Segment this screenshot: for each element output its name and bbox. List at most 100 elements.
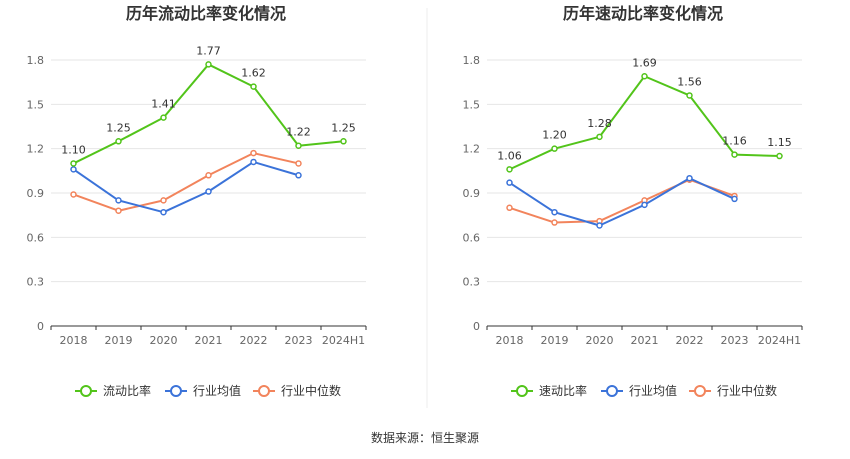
data-point xyxy=(641,73,648,80)
data-point xyxy=(551,145,558,152)
data-point xyxy=(160,114,167,121)
data-label: 1.41 xyxy=(151,98,176,111)
data-point xyxy=(205,172,212,179)
data-point xyxy=(731,151,738,158)
legend-swatch-marker xyxy=(170,385,182,397)
data-point xyxy=(250,158,257,166)
data-label: 1.10 xyxy=(61,143,86,156)
legend-label: 行业中位数 xyxy=(281,383,341,398)
data-point xyxy=(250,83,257,90)
data-point xyxy=(686,92,693,99)
series-line xyxy=(72,160,299,214)
data-label: 1.16 xyxy=(722,135,747,148)
data-point xyxy=(115,207,122,214)
legend-swatch-marker xyxy=(258,385,270,397)
data-point xyxy=(551,208,558,216)
data-point xyxy=(776,152,783,160)
y-tick-label: 1.8 xyxy=(27,54,45,67)
legend-label: 行业均值 xyxy=(193,383,241,398)
data-point xyxy=(506,179,513,186)
data-point xyxy=(641,201,648,209)
data-point xyxy=(686,174,693,182)
data-point xyxy=(506,204,513,212)
data-label: 1.22 xyxy=(286,126,311,139)
data-point xyxy=(596,222,603,229)
data-label: 1.25 xyxy=(331,121,356,134)
data-point xyxy=(551,219,558,226)
data-point xyxy=(340,138,347,145)
y-tick-label: 0.9 xyxy=(27,187,45,200)
x-tick-label: 2018 xyxy=(496,334,524,347)
legend-swatch-marker xyxy=(606,385,618,397)
y-tick-label: 1.2 xyxy=(463,143,481,156)
y-tick-label: 1.5 xyxy=(27,98,45,111)
y-tick-label: 1.8 xyxy=(463,54,481,67)
legend-label: 行业均值 xyxy=(629,383,677,398)
y-tick-label: 1.2 xyxy=(27,143,45,156)
y-tick-label: 0.3 xyxy=(27,276,45,289)
data-label: 1.56 xyxy=(677,75,702,88)
series-line xyxy=(509,75,780,171)
data-point xyxy=(70,166,77,173)
data-point xyxy=(205,61,212,68)
x-tick-label: 2018 xyxy=(60,334,88,347)
data-label: 1.06 xyxy=(497,149,522,162)
legend-label: 流动比率 xyxy=(103,383,151,398)
x-tick-label: 2022 xyxy=(676,334,704,347)
legend-item: 行业中位数 xyxy=(253,383,341,398)
data-point xyxy=(160,197,167,204)
x-tick-label: 2023 xyxy=(285,334,313,347)
data-point xyxy=(160,208,167,216)
x-tick-label: 2022 xyxy=(240,334,268,347)
x-tick-label: 2020 xyxy=(586,334,614,347)
x-tick-label: 2024H1 xyxy=(322,334,365,347)
data-point xyxy=(115,197,122,204)
data-label: 1.20 xyxy=(542,129,567,142)
data-point xyxy=(70,160,77,167)
y-tick-label: 0.9 xyxy=(463,187,481,200)
data-point xyxy=(295,172,302,179)
data-point xyxy=(250,149,257,157)
legend-item: 流动比率 xyxy=(75,383,151,398)
y-tick-label: 0.6 xyxy=(27,231,45,244)
source-note: 数据来源：恒生聚源 xyxy=(371,430,479,445)
data-label: 1.25 xyxy=(106,121,131,134)
data-point xyxy=(596,133,603,141)
current-ratio-chart: 历年流动比率变化情况 0 0.3 0.6 0.9 1.2 1.5 1.8 2018 2019 202… xyxy=(27,4,367,398)
data-label: 1.15 xyxy=(767,136,792,149)
data-label: 1.28 xyxy=(587,117,612,130)
data-point xyxy=(731,195,738,203)
legend-swatch-marker xyxy=(694,385,706,397)
y-tick-label: 0 xyxy=(473,320,480,333)
data-point xyxy=(70,191,77,198)
data-point xyxy=(506,166,513,173)
data-label: 1.62 xyxy=(241,67,266,80)
series-line xyxy=(508,177,735,227)
legend-item: 行业中位数 xyxy=(689,383,777,398)
data-point xyxy=(295,142,302,149)
x-tick-label: 2023 xyxy=(721,334,749,347)
legend-swatch-marker xyxy=(80,385,92,397)
data-point xyxy=(205,188,212,195)
y-tick-label: 0 xyxy=(37,320,44,333)
y-tick-label: 0.6 xyxy=(463,231,481,244)
x-tick-label: 2021 xyxy=(631,334,659,347)
legend-item: 行业均值 xyxy=(165,383,241,398)
quick-ratio-chart: 历年速动比率变化情况 0 0.3 0.6 0.9 1.2 1.5 1.8 2018 2019 202… xyxy=(463,4,803,398)
x-tick-label: 2024H1 xyxy=(758,334,801,347)
legend-swatch-marker xyxy=(516,385,528,397)
data-label: 1.69 xyxy=(632,56,657,69)
legend-item: 速动比率 xyxy=(511,383,587,398)
data-point xyxy=(115,138,122,145)
legend-label: 行业中位数 xyxy=(717,383,777,398)
chart-title: 历年速动比率变化情况 xyxy=(563,4,723,23)
x-tick-label: 2019 xyxy=(541,334,569,347)
data-label: 1.77 xyxy=(196,44,221,57)
y-tick-label: 1.5 xyxy=(463,98,481,111)
legend-label: 速动比率 xyxy=(539,383,587,398)
chart-title: 历年流动比率变化情况 xyxy=(126,4,286,23)
data-point xyxy=(295,160,302,167)
legend-item: 行业均值 xyxy=(601,383,677,398)
x-tick-label: 2019 xyxy=(105,334,133,347)
